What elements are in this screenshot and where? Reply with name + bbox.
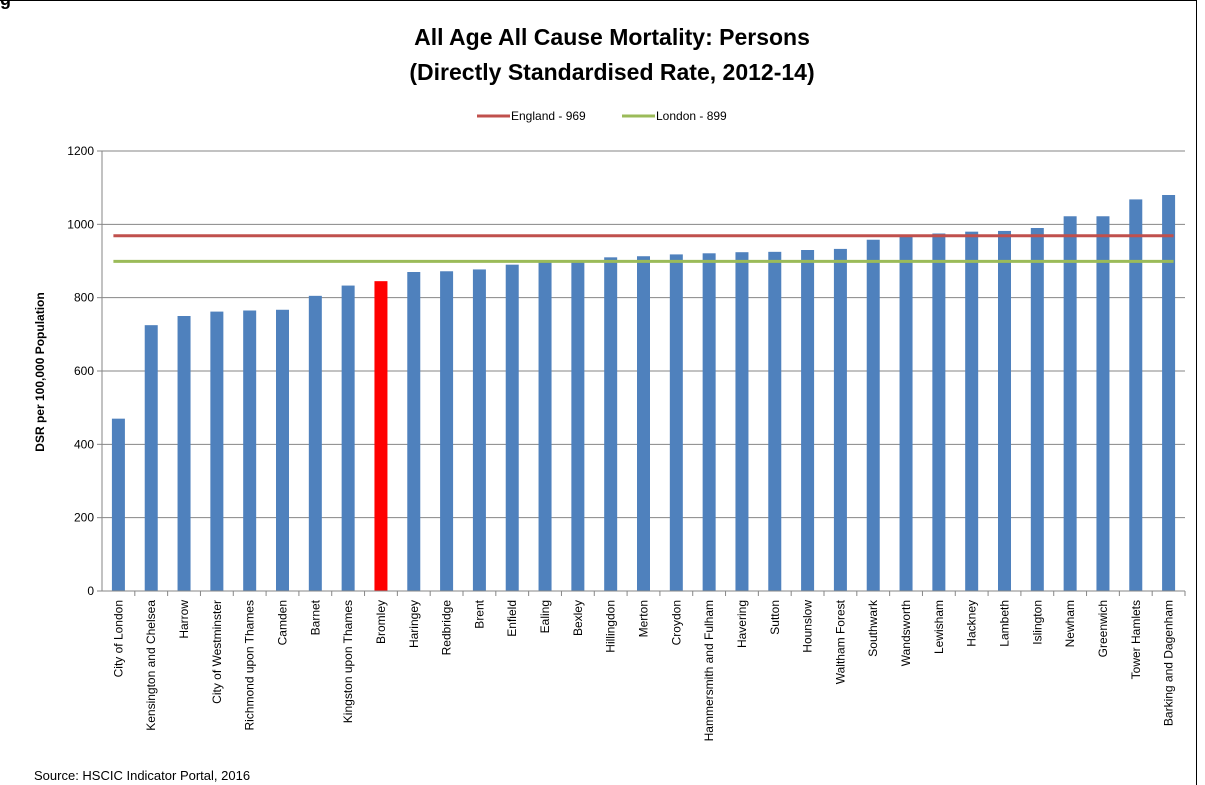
bar-tower-hamlets bbox=[1129, 199, 1143, 591]
y-tick-label: 1000 bbox=[67, 217, 94, 231]
bar-hackney bbox=[965, 231, 979, 591]
bar-haringey bbox=[407, 272, 421, 591]
y-tick-label: 0 bbox=[87, 584, 94, 598]
bar-enfield bbox=[505, 264, 519, 591]
bar-havering bbox=[735, 252, 749, 591]
category-label: Lambeth bbox=[998, 600, 1012, 647]
category-label: Greenwich bbox=[1096, 600, 1110, 657]
category-label: Bexley bbox=[571, 600, 585, 636]
category-label: Havering bbox=[735, 600, 749, 648]
category-label: Haringey bbox=[407, 600, 421, 648]
bar-ealing bbox=[538, 261, 552, 591]
category-label: Lewisham bbox=[932, 600, 946, 654]
bar-greenwich bbox=[1096, 216, 1110, 591]
bar-hammersmith-and-fulham bbox=[702, 253, 716, 592]
category-label: Waltham Forest bbox=[833, 599, 847, 684]
category-label: Newham bbox=[1063, 600, 1077, 647]
bar-barking-and-dagenham bbox=[1162, 195, 1176, 591]
y-tick-label: 400 bbox=[74, 437, 94, 451]
bar-waltham-forest bbox=[833, 248, 847, 591]
bar-bromley bbox=[374, 281, 388, 591]
bar-city-of-london bbox=[111, 418, 125, 591]
bar-kingston-upon-thames bbox=[341, 285, 355, 591]
bar-lewisham bbox=[932, 233, 946, 591]
bar-croydon bbox=[669, 254, 683, 591]
y-axis-label: DSR per 100,000 Population bbox=[33, 292, 47, 451]
category-label: Hounslow bbox=[801, 600, 815, 653]
bar-lambeth bbox=[998, 230, 1011, 591]
bar-redbridge bbox=[440, 271, 454, 591]
legend: England - 969 London - 899 bbox=[477, 109, 727, 123]
category-label: Ealing bbox=[538, 600, 552, 633]
category-label: Wandsworth bbox=[899, 600, 913, 666]
bar-merton bbox=[637, 256, 650, 591]
category-label: Barking and Dagenham bbox=[1162, 600, 1176, 726]
category-label: Enfield bbox=[505, 600, 519, 637]
bar-hounslow bbox=[801, 250, 815, 591]
bar-harrow bbox=[177, 316, 191, 591]
source-note: Source: HSCIC Indicator Portal, 2016 bbox=[34, 768, 251, 783]
corner-label: g bbox=[0, 0, 11, 10]
category-label: Hillingdon bbox=[604, 600, 618, 653]
category-label: Kingston upon Thames bbox=[341, 600, 355, 723]
category-label: City of Westminster bbox=[210, 600, 224, 704]
category-label: City of London bbox=[111, 600, 125, 677]
category-label: Brent bbox=[472, 599, 486, 628]
category-label: Bromley bbox=[374, 600, 388, 644]
category-label: Merton bbox=[637, 600, 651, 637]
bar-sutton bbox=[768, 251, 782, 592]
y-tick-label: 1200 bbox=[67, 144, 94, 158]
y-tick-label: 600 bbox=[74, 364, 94, 378]
category-label: Islington bbox=[1030, 600, 1044, 645]
bar-city-of-westminster bbox=[210, 311, 224, 591]
category-label: Richmond upon Thames bbox=[243, 600, 257, 731]
bar-kensington-and-chelsea bbox=[144, 325, 158, 591]
category-label: Redbridge bbox=[440, 600, 454, 656]
bar-wandsworth bbox=[899, 236, 913, 592]
category-label: Kensington and Chelsea bbox=[144, 600, 158, 731]
category-label: Hackney bbox=[965, 600, 979, 647]
chart-subtitle: (Directly Standardised Rate, 2012-14) bbox=[409, 59, 814, 85]
bar-newham bbox=[1063, 216, 1077, 591]
bar-islington bbox=[1030, 228, 1044, 591]
bar-hillingdon bbox=[604, 257, 618, 591]
legend-label-england: England - 969 bbox=[511, 109, 586, 123]
category-label: Camden bbox=[276, 600, 290, 645]
category-label: Barnet bbox=[308, 599, 322, 635]
category-label: Harrow bbox=[177, 600, 191, 639]
bar-bexley bbox=[571, 261, 585, 591]
chart-title: All Age All Cause Mortality: Persons bbox=[414, 24, 810, 50]
category-label: Hammersmith and Fulham bbox=[702, 600, 716, 741]
bar-richmond-upon-thames bbox=[243, 310, 257, 591]
category-label: Southwark bbox=[866, 599, 880, 657]
category-label: Croydon bbox=[669, 600, 683, 645]
y-tick-label: 200 bbox=[74, 511, 94, 525]
category-label: Tower Hamlets bbox=[1129, 600, 1143, 679]
bar-southwark bbox=[866, 239, 880, 591]
legend-label-london: London - 899 bbox=[656, 109, 727, 123]
bar-barnet bbox=[308, 295, 322, 591]
y-tick-label: 800 bbox=[74, 291, 94, 305]
category-label: Sutton bbox=[768, 600, 782, 635]
bar-camden bbox=[276, 309, 289, 591]
bar-brent bbox=[472, 269, 486, 591]
